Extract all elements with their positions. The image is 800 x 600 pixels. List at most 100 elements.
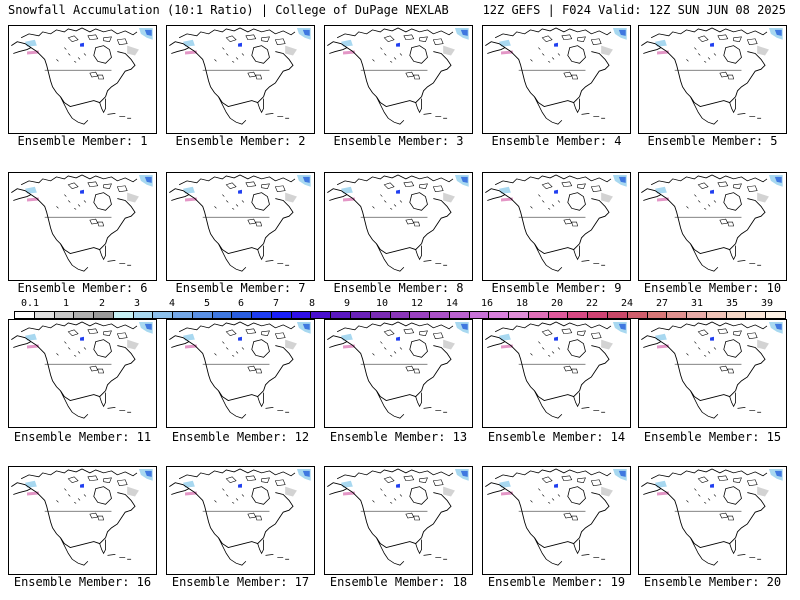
colorbar-swatch	[430, 312, 450, 318]
colorbar-swatch	[212, 312, 233, 318]
colorbar-swatch	[706, 312, 727, 318]
colorbar-swatch	[311, 312, 332, 318]
colorbar-swatch	[113, 312, 134, 318]
ensemble-member-label: Ensemble Member: 15	[643, 430, 782, 444]
ensemble-member-label: Ensemble Member: 12	[171, 430, 310, 444]
colorbar-swatch	[489, 312, 510, 318]
colorbar-tick-label: 12	[410, 298, 424, 309]
ensemble-member-map	[638, 319, 787, 428]
colorbar-tick-label: 8	[308, 298, 316, 309]
ensemble-member-map	[482, 172, 631, 281]
colorbar-tick-label: 0.1	[20, 298, 40, 309]
colorbar-swatch	[469, 312, 490, 318]
colorbar-tick-label: 24	[620, 298, 634, 309]
colorbar-tick-label: 22	[585, 298, 599, 309]
ensemble-member-label: Ensemble Member: 7	[175, 281, 306, 295]
ensemble-member-map	[482, 319, 631, 428]
ensemble-member-label: Ensemble Member: 10	[643, 281, 782, 295]
colorbar-tick-label: 10	[375, 298, 389, 309]
ensemble-member-label: Ensemble Member: 6	[17, 281, 148, 295]
ensemble-member-label: Ensemble Member: 4	[491, 134, 622, 148]
ensemble-member-map	[638, 466, 787, 575]
colorbar-swatch	[588, 312, 608, 318]
colorbar-tick-label: 9	[343, 298, 351, 309]
snowfall-colorbar	[14, 311, 786, 319]
ensemble-member-map	[638, 25, 787, 134]
colorbar-swatch	[351, 312, 371, 318]
colorbar-swatch	[34, 312, 55, 318]
ensemble-member-map	[324, 319, 473, 428]
ensemble-member-map	[8, 172, 157, 281]
colorbar-tick-label: 18	[515, 298, 529, 309]
colorbar-swatch	[271, 312, 292, 318]
ensemble-member-map	[324, 25, 473, 134]
colorbar-swatch	[94, 312, 114, 318]
colorbar-tick-label: 1	[62, 298, 70, 309]
ensemble-member-label: Ensemble Member: 19	[487, 575, 626, 589]
colorbar-tick-label: 14	[445, 298, 459, 309]
colorbar-swatch	[746, 312, 767, 318]
ensemble-member-label: Ensemble Member: 5	[647, 134, 778, 148]
ensemble-member-map	[638, 172, 787, 281]
colorbar-tick-label: 7	[272, 298, 280, 309]
colorbar-tick-label: 5	[203, 298, 211, 309]
chart-title: Snowfall Accumulation (10:1 Ratio) | Col…	[8, 3, 449, 17]
colorbar-swatch	[133, 312, 154, 318]
colorbar-tick-label: 2	[98, 298, 106, 309]
colorbar-swatch	[15, 312, 35, 318]
ensemble-member-label: Ensemble Member: 3	[333, 134, 464, 148]
colorbar-tick-label: 35	[725, 298, 739, 309]
ensemble-member-label: Ensemble Member: 2	[175, 134, 306, 148]
colorbar-tick-label: 4	[168, 298, 176, 309]
colorbar-swatch	[548, 312, 569, 318]
colorbar-swatch	[528, 312, 549, 318]
ensemble-member-label: Ensemble Member: 11	[13, 430, 152, 444]
ensemble-member-map	[166, 172, 315, 281]
ensemble-member-map	[8, 466, 157, 575]
ensemble-member-label: Ensemble Member: 18	[329, 575, 468, 589]
colorbar-swatch	[568, 312, 589, 318]
colorbar-swatch	[331, 312, 352, 318]
ensemble-member-label: Ensemble Member: 8	[333, 281, 464, 295]
colorbar-swatch	[370, 312, 391, 318]
ensemble-member-label: Ensemble Member: 1	[17, 134, 148, 148]
colorbar-swatch	[74, 312, 95, 318]
colorbar-swatch	[627, 312, 648, 318]
colorbar-swatch	[232, 312, 253, 318]
ensemble-member-label: Ensemble Member: 20	[643, 575, 782, 589]
colorbar-swatch	[54, 312, 75, 318]
colorbar-swatch	[726, 312, 747, 318]
ensemble-member-map	[8, 319, 157, 428]
colorbar-swatch	[509, 312, 529, 318]
colorbar-tick-label: 27	[655, 298, 669, 309]
ensemble-member-map	[166, 319, 315, 428]
colorbar-tick-label: 31	[690, 298, 704, 309]
run-valid-time: 12Z GEFS | F024 Valid: 12Z SUN JUN 08 20…	[482, 3, 786, 17]
ensemble-member-map	[324, 466, 473, 575]
colorbar-swatch	[390, 312, 411, 318]
colorbar-swatch	[687, 312, 707, 318]
ensemble-member-map	[166, 466, 315, 575]
ensemble-member-map	[482, 466, 631, 575]
ensemble-member-label: Ensemble Member: 17	[171, 575, 310, 589]
colorbar-swatch	[647, 312, 668, 318]
colorbar-swatch	[607, 312, 628, 318]
colorbar-tick-label: 16	[480, 298, 494, 309]
ensemble-member-map	[8, 25, 157, 134]
ensemble-member-map	[482, 25, 631, 134]
colorbar-swatch	[173, 312, 193, 318]
colorbar-tick-label: 6	[237, 298, 245, 309]
colorbar-swatch	[291, 312, 312, 318]
colorbar-swatch	[192, 312, 213, 318]
ensemble-member-label: Ensemble Member: 16	[13, 575, 152, 589]
colorbar-swatch	[667, 312, 688, 318]
colorbar-tick-label: 39	[760, 298, 774, 309]
colorbar-tick-label: 3	[133, 298, 141, 309]
ensemble-member-label: Ensemble Member: 14	[487, 430, 626, 444]
colorbar-swatch	[766, 312, 785, 318]
colorbar-swatch	[449, 312, 470, 318]
colorbar-swatch	[252, 312, 272, 318]
ensemble-member-label: Ensemble Member: 9	[491, 281, 622, 295]
ensemble-member-map	[166, 25, 315, 134]
ensemble-member-map	[324, 172, 473, 281]
